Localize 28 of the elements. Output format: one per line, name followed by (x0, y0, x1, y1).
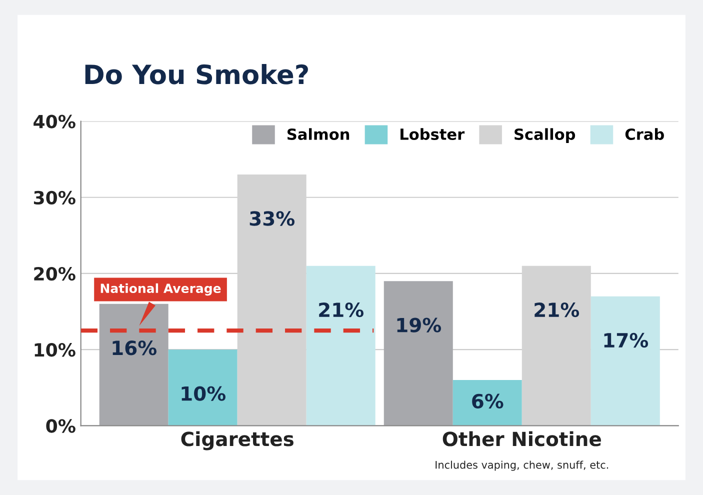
data-label: 6% (472, 394, 504, 409)
y-tick-label: 0% (46, 419, 76, 433)
bar (590, 296, 660, 426)
bar (99, 304, 168, 426)
bar (168, 350, 238, 426)
y-tick-label: 10% (34, 343, 76, 357)
text: Includes vaping, chew, snuff, etc. (436, 460, 608, 471)
y-tick-label: 20% (34, 266, 76, 281)
bar (306, 266, 376, 426)
data-label: 21% (534, 302, 580, 318)
legend-label: Crab (625, 128, 664, 140)
legend-label: Lobster (400, 128, 465, 140)
x-tick-label: Cigarettes (181, 431, 294, 450)
ref-line-label: National Average (100, 283, 221, 296)
data-label: 16% (112, 340, 156, 356)
y-tick-label: 30% (34, 190, 76, 204)
legend-label: Salmon (288, 128, 350, 140)
x-tick-label: Other Nicotine (442, 431, 601, 446)
legend-label: Scallop (514, 128, 576, 143)
data-label: 33% (250, 211, 294, 226)
bar (452, 380, 522, 426)
data-label: 21% (319, 302, 364, 318)
y-tick-label: 40% (34, 114, 76, 128)
data-label: 10% (182, 386, 226, 401)
data-label: 19% (397, 318, 442, 332)
bar (384, 281, 453, 426)
data-label: 17% (604, 332, 648, 348)
chart-title: Do You Smoke? (85, 64, 308, 84)
